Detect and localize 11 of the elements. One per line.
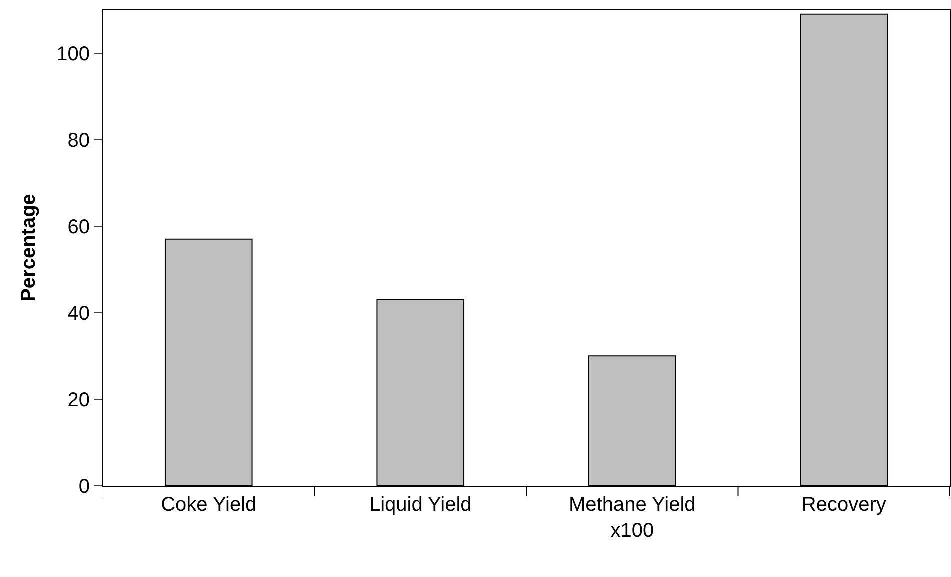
x-tick-label: Recovery <box>802 494 886 516</box>
x-tick-label: Coke Yield <box>161 494 257 516</box>
y-tick-label: 60 <box>68 216 90 238</box>
y-tick-label: 80 <box>68 130 90 152</box>
x-tick-label: Methane Yield x100 <box>568 494 696 542</box>
y-tick-label: 100 <box>56 43 90 66</box>
y-axis-title: Percentage <box>18 194 40 302</box>
y-tick-label: 20 <box>68 389 90 412</box>
x-tick-label: Liquid Yield <box>369 494 472 516</box>
y-tick-label: 40 <box>68 302 90 325</box>
y-tick-label: 0 <box>78 476 90 498</box>
